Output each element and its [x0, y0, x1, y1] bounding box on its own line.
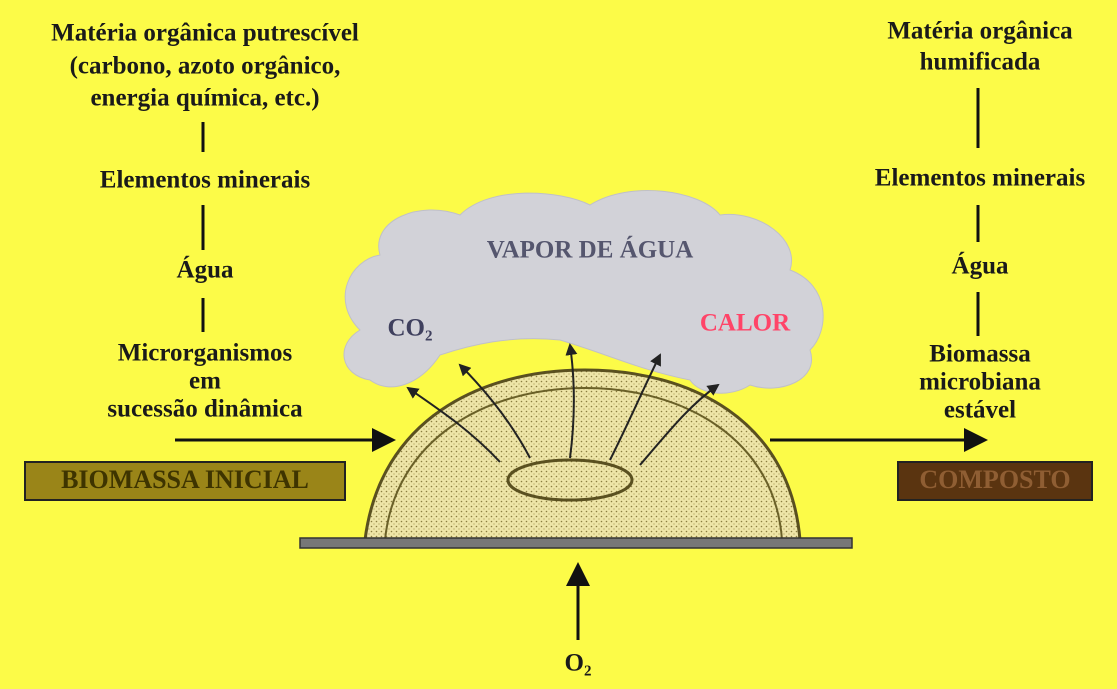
right-text: estável — [944, 397, 1016, 424]
right-text: Elementos minerais — [875, 165, 1086, 192]
box — [897, 461, 1093, 501]
base-platform — [299, 537, 853, 549]
box — [24, 461, 346, 501]
left-text: (carbono, azoto orgânico, — [70, 53, 341, 80]
left-text: sucessão dinâmica — [107, 396, 303, 423]
right-text: Matéria orgânica — [887, 18, 1073, 45]
left-text: energia química, etc.) — [90, 85, 319, 112]
right-text: Biomassa — [929, 341, 1031, 368]
left-text: Microrganismos — [118, 340, 293, 367]
right-text: Água — [952, 252, 1009, 280]
box-label: BIOMASSA INICIAL — [61, 465, 309, 494]
gas-arrow — [639, 383, 720, 466]
box-label: COMPOSTO — [919, 465, 1070, 494]
vapor-label: VAPOR DE ÁGUA — [487, 236, 694, 264]
co2-label: CO₂ — [388, 315, 433, 342]
left-text: Matéria orgânica putrescível — [51, 20, 359, 47]
right-text: microbiana — [919, 369, 1041, 396]
pile-core — [506, 458, 634, 502]
pile-layer — [384, 386, 783, 541]
gas-arrow — [565, 343, 578, 459]
heat-label: CALOR — [700, 310, 791, 337]
gas-arrow — [458, 363, 531, 459]
gas-arrow — [406, 386, 501, 463]
cloud — [343, 190, 824, 394]
left-text: Água — [177, 256, 234, 284]
left-text: Elementos minerais — [100, 167, 311, 194]
left-text: em — [189, 368, 221, 395]
gas-arrow — [609, 353, 661, 461]
right-text: humificada — [920, 49, 1041, 76]
oxygen-label: O₂ — [565, 650, 592, 677]
